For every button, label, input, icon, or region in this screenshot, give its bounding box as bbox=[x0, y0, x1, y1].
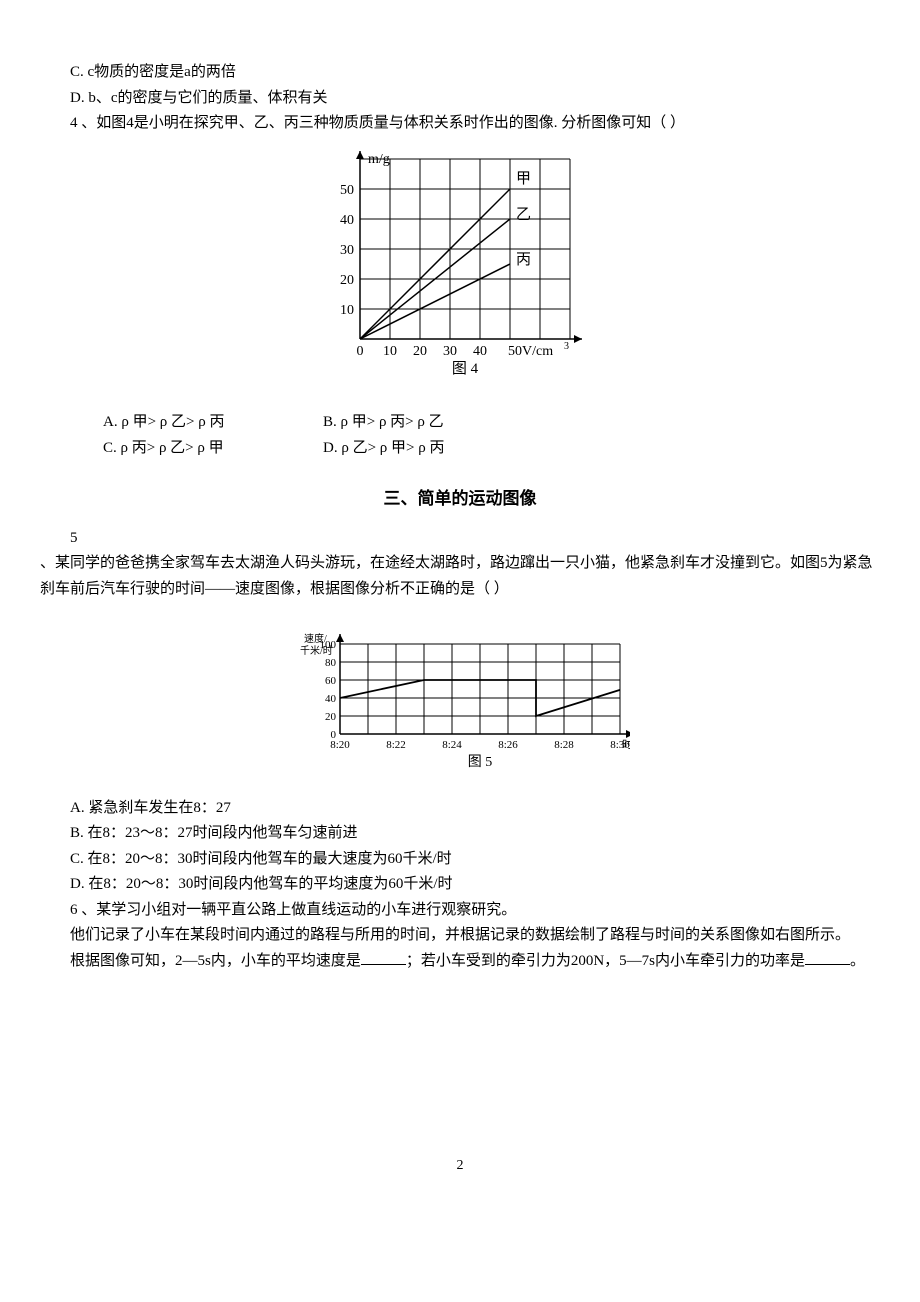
svg-text:8:24: 8:24 bbox=[442, 739, 462, 751]
figure-5: 0204060801008:208:228:248:268:288:30速度/千… bbox=[40, 614, 880, 784]
svg-text:20: 20 bbox=[325, 711, 337, 723]
svg-text:时间: 时间 bbox=[622, 738, 630, 751]
svg-text:0: 0 bbox=[357, 344, 364, 359]
q5-option-c: C. 在8：20～8：30时间段内他驾车的最大速度为60千米/时 bbox=[40, 847, 880, 873]
svg-text:乙: 乙 bbox=[516, 207, 531, 223]
page-number: 2 bbox=[40, 1154, 880, 1178]
q6-line3a: 根据图像可知，2—5s内，小车的平均速度是 bbox=[70, 953, 361, 969]
svg-text:甲: 甲 bbox=[516, 171, 531, 187]
q4-stem: 4 、如图4是小明在探究甲、乙、丙三种物质质量与体积关系时作出的图像. 分析图像… bbox=[40, 111, 880, 137]
svg-text:千米/时: 千米/时 bbox=[300, 644, 333, 657]
figure-4-chart: 甲乙丙 10 20 30 40 50 0 10 20 30 40 m/g 50V/cm 3 图 4 bbox=[310, 149, 610, 389]
q5-option-d: D. 在8：20～8：30时间段内他驾车的平均速度为60千米/时 bbox=[40, 872, 880, 898]
svg-text:图 4: 图 4 bbox=[452, 360, 479, 377]
svg-text:30: 30 bbox=[340, 243, 354, 258]
q6-line3: 根据图像可知，2—5s内，小车的平均速度是 ；若小车受到的牵引力为200N，5—7… bbox=[40, 949, 880, 975]
blank-1 bbox=[361, 949, 406, 965]
svg-text:8:20: 8:20 bbox=[330, 739, 350, 751]
svg-text:60: 60 bbox=[325, 675, 337, 687]
svg-text:20: 20 bbox=[413, 344, 427, 359]
svg-text:30: 30 bbox=[443, 344, 457, 359]
q4-option-b: B. ρ 甲> ρ 丙> ρ 乙 bbox=[323, 410, 543, 436]
q4-option-d: D. ρ 乙> ρ 甲> ρ 丙 bbox=[323, 436, 543, 462]
svg-text:40: 40 bbox=[473, 344, 487, 359]
q6-line3b: ；若小车受到的牵引力为200N，5—7s内小车牵引力的功率是 bbox=[406, 953, 805, 969]
svg-text:m/g: m/g bbox=[368, 152, 390, 167]
svg-text:丙: 丙 bbox=[516, 252, 531, 268]
blank-2 bbox=[805, 949, 850, 965]
svg-text:40: 40 bbox=[325, 693, 337, 705]
svg-text:50: 50 bbox=[340, 183, 354, 198]
section-3-title: 三、简单的运动图像 bbox=[40, 485, 880, 514]
svg-text:8:26: 8:26 bbox=[498, 739, 518, 751]
q5-option-a: A. 紧急刹车发生在8：27 bbox=[40, 796, 880, 822]
figure-5-chart: 0204060801008:208:228:248:268:288:30速度/千… bbox=[290, 614, 630, 774]
svg-text:8:28: 8:28 bbox=[554, 739, 574, 751]
svg-text:80: 80 bbox=[325, 657, 337, 669]
svg-text:8:22: 8:22 bbox=[386, 739, 406, 751]
q4-option-c: C. ρ 丙> ρ 乙> ρ 甲 bbox=[103, 436, 323, 462]
svg-text:20: 20 bbox=[340, 273, 354, 288]
q4-options-row-1: A. ρ 甲> ρ 乙> ρ 丙 B. ρ 甲> ρ 丙> ρ 乙 bbox=[103, 410, 880, 436]
q4-option-a: A. ρ 甲> ρ 乙> ρ 丙 bbox=[103, 410, 323, 436]
figure-4: 甲乙丙 10 20 30 40 50 0 10 20 30 40 m/g 50V/cm 3 图 4 bbox=[40, 149, 880, 399]
q3-option-c: C. c物质的密度是a的两倍 bbox=[40, 60, 880, 86]
q5-option-b: B. 在8：23～8：27时间段内他驾车匀速前进 bbox=[40, 821, 880, 847]
q5-stem: 、某同学的爸爸携全家驾车去太湖渔人码头游玩，在途经太湖路时，路边蹿出一只小猫，他… bbox=[40, 551, 880, 602]
q6-line2: 他们记录了小车在某段时间内通过的路程与所用的时间，并根据记录的数据绘制了路程与时… bbox=[40, 923, 880, 949]
svg-text:10: 10 bbox=[340, 303, 354, 318]
q4-options-row-2: C. ρ 丙> ρ 乙> ρ 甲 D. ρ 乙> ρ 甲> ρ 丙 bbox=[103, 436, 880, 462]
svg-text:速度/: 速度/ bbox=[304, 632, 327, 645]
svg-text:3: 3 bbox=[564, 341, 569, 352]
svg-text:50V/cm: 50V/cm bbox=[508, 344, 553, 359]
svg-text:40: 40 bbox=[340, 213, 354, 228]
q6-line3c: 。 bbox=[850, 953, 865, 969]
svg-text:10: 10 bbox=[383, 344, 397, 359]
q5-number: 5 bbox=[40, 526, 880, 552]
svg-text:图 5: 图 5 bbox=[468, 755, 493, 770]
q3-option-d: D. b、c的密度与它们的质量、体积有关 bbox=[40, 86, 880, 112]
q6-stem: 6 、某学习小组对一辆平直公路上做直线运动的小车进行观察研究。 bbox=[40, 898, 880, 924]
